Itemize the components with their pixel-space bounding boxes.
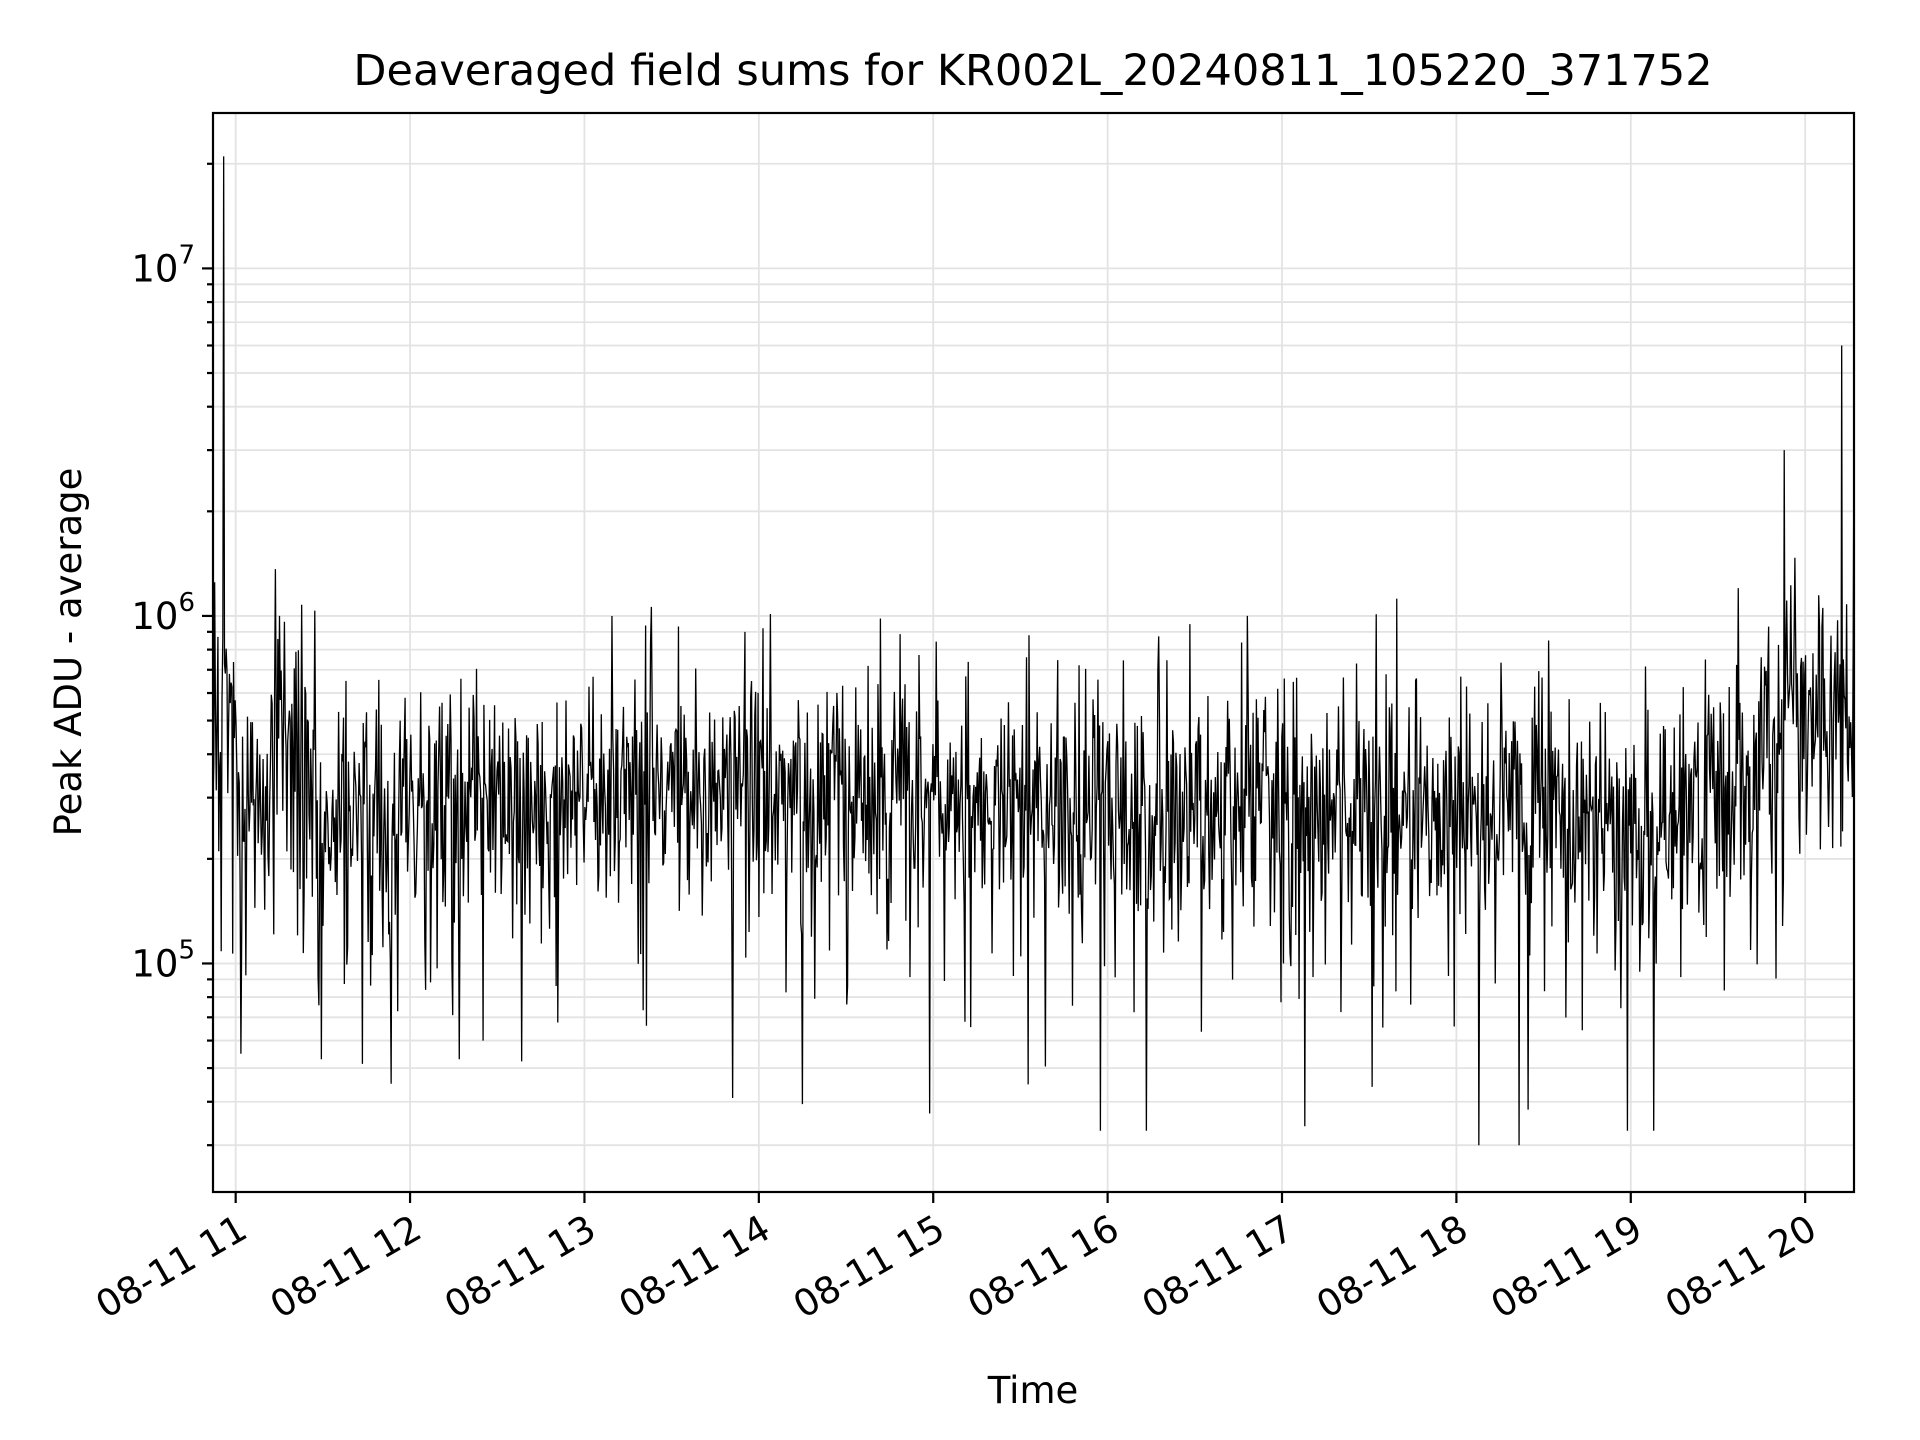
y-tick-label-base: 10 (131, 595, 178, 638)
series-layer (212, 156, 1855, 1146)
y-tick-label-exponent: 5 (178, 935, 195, 965)
plot-frame (211, 111, 1856, 1194)
x-axis-label: Time (987, 1369, 1079, 1412)
y-tick-label-base: 10 (131, 942, 178, 985)
chart-title: Deaveraged field sums for KR002L_2024081… (353, 46, 1712, 96)
y-tick-label: 107 (131, 240, 195, 290)
y-tick-label-exponent: 6 (178, 588, 195, 618)
series-line (212, 156, 1855, 1146)
y-tick-label-base: 10 (131, 247, 178, 290)
y-tick-label-exponent: 7 (178, 240, 195, 270)
y-tick-label: 105 (131, 935, 195, 985)
y-axis-label: Peak ADU - average (47, 468, 90, 837)
y-tick-label: 106 (131, 588, 195, 638)
